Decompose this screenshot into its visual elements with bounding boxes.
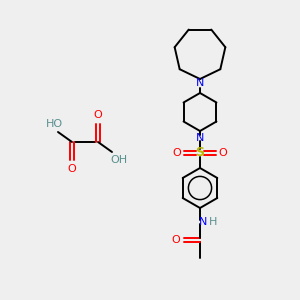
Text: H: H xyxy=(209,217,217,227)
Text: N: N xyxy=(196,133,204,143)
Text: O: O xyxy=(172,235,180,245)
Text: N: N xyxy=(196,78,204,88)
Text: O: O xyxy=(219,148,227,158)
Text: O: O xyxy=(94,110,102,120)
Text: HO: HO xyxy=(45,119,63,129)
Text: S: S xyxy=(196,146,205,160)
Text: N: N xyxy=(199,217,207,227)
Text: OH: OH xyxy=(110,155,127,165)
Text: O: O xyxy=(172,148,182,158)
Text: O: O xyxy=(68,164,76,174)
